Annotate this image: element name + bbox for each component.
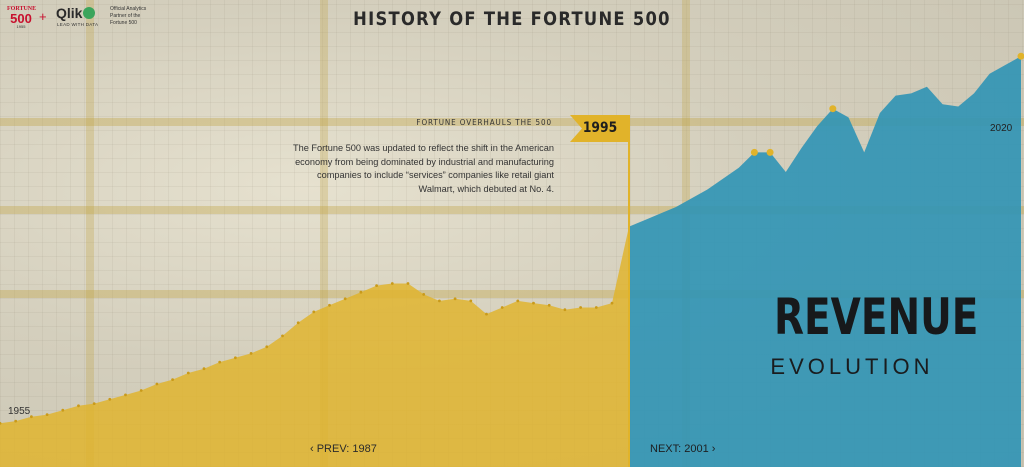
data-point-1991 bbox=[563, 308, 567, 312]
area-past-series bbox=[0, 226, 629, 467]
revenue-title: REVENUE bbox=[774, 288, 979, 346]
data-point-1978 bbox=[359, 290, 363, 294]
data-point-2004 bbox=[766, 148, 774, 156]
revenue-subtitle: EVOLUTION bbox=[770, 354, 934, 379]
data-point-1970 bbox=[234, 356, 237, 360]
data-point-1974 bbox=[296, 321, 300, 325]
annotation-line: economy from being dominated by industri… bbox=[295, 156, 554, 167]
data-point-1969 bbox=[218, 360, 222, 364]
data-point-1983 bbox=[438, 299, 441, 303]
qlik-name: Qlik bbox=[56, 5, 83, 21]
fortune-number: 500 bbox=[10, 11, 32, 26]
data-point-1980 bbox=[390, 282, 394, 285]
fortune-logo-year: 1955 bbox=[16, 24, 26, 29]
data-point-1993 bbox=[594, 306, 598, 309]
x-end-label: 2020 bbox=[990, 123, 1013, 134]
logo-plus-sign: + bbox=[39, 9, 47, 24]
qlik-logo: Qlik bbox=[56, 5, 96, 21]
partner-line: Official Analytics bbox=[110, 6, 147, 12]
data-point-1968 bbox=[202, 367, 206, 371]
fortune-wordmark: FORTUNE bbox=[7, 6, 37, 12]
data-point-1965 bbox=[155, 382, 159, 386]
data-point-2020 bbox=[1017, 52, 1024, 60]
qlik-tagline: LEAD WITH DATA bbox=[57, 22, 99, 27]
data-point-1955 bbox=[0, 421, 2, 425]
data-point-1985 bbox=[469, 299, 473, 303]
annotation-line: The Fortune 500 was updated to reflect t… bbox=[293, 143, 554, 153]
data-point-2003 bbox=[750, 148, 758, 156]
data-point-2008 bbox=[829, 105, 837, 113]
annotation-line: companies to include “services” companie… bbox=[317, 170, 554, 180]
data-point-1971 bbox=[249, 352, 253, 355]
data-point-1964 bbox=[139, 389, 143, 392]
data-point-1992 bbox=[579, 306, 582, 309]
data-point-1960 bbox=[77, 404, 80, 408]
year-flag-label: 1995 bbox=[582, 120, 618, 136]
annotation-heading: FORTUNE OVERHAULS THE 500 bbox=[416, 118, 552, 127]
data-point-1962 bbox=[108, 397, 112, 401]
data-point-1979 bbox=[375, 284, 378, 287]
x-start-label: 1955 bbox=[8, 406, 31, 417]
data-point-1963 bbox=[124, 393, 127, 397]
data-point-1986 bbox=[485, 312, 488, 316]
data-point-1994 bbox=[610, 301, 614, 305]
partner-line: Fortune 500 bbox=[110, 20, 137, 26]
data-point-1972 bbox=[265, 345, 269, 349]
data-point-1984 bbox=[453, 297, 457, 301]
data-point-1981 bbox=[406, 282, 410, 285]
data-point-1988 bbox=[516, 299, 520, 303]
partner-text: Official Analytics Partner of the Fortun… bbox=[110, 6, 166, 27]
data-point-1989 bbox=[532, 301, 535, 305]
data-point-1987 bbox=[500, 306, 504, 309]
area-future-series bbox=[629, 56, 1021, 467]
data-point-1959 bbox=[61, 408, 65, 412]
data-point-1975 bbox=[312, 310, 316, 314]
data-point-1976 bbox=[328, 303, 331, 307]
next-year-link[interactable]: NEXT: 2001 › bbox=[650, 443, 716, 455]
data-point-1967 bbox=[186, 371, 190, 375]
data-point-1956 bbox=[14, 419, 18, 423]
data-point-1977 bbox=[343, 297, 347, 301]
prev-year-link[interactable]: ‹ PREV: 1987 bbox=[310, 443, 377, 455]
data-point-1961 bbox=[92, 402, 96, 405]
data-point-1966 bbox=[171, 378, 175, 381]
data-point-1958 bbox=[45, 413, 49, 416]
annotation-line: Walmart, which debuted at No. 4. bbox=[418, 183, 555, 194]
fortune-500-logo: FORTUNE 500 1955 bbox=[7, 6, 37, 29]
annotation-body: The Fortune 500 was updated to reflect t… bbox=[272, 142, 554, 196]
page-title: HISTORY OF THE FORTUNE 500 bbox=[353, 8, 671, 30]
data-point-1973 bbox=[281, 334, 284, 338]
data-point-1990 bbox=[547, 303, 551, 307]
data-point-1982 bbox=[422, 293, 426, 296]
qlik-circle-icon bbox=[83, 7, 96, 19]
data-point-1957 bbox=[30, 415, 33, 419]
partner-line: Partner of the bbox=[110, 13, 141, 19]
